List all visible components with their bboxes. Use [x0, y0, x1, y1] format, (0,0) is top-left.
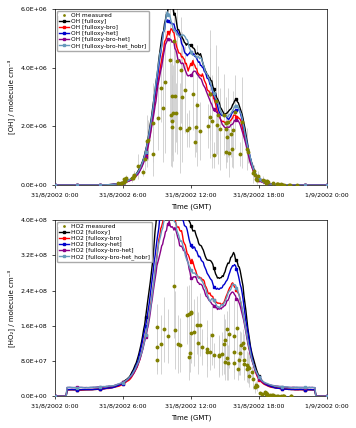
Y-axis label: [OH] / molecule cm⁻³: [OH] / molecule cm⁻³ — [7, 60, 15, 134]
Legend: OH measured, OH [fulloxy], OH [fulloxy-bro], OH [fulloxy-het], OH [fulloxy-bro-h: OH measured, OH [fulloxy], OH [fulloxy-b… — [57, 11, 149, 51]
Y-axis label: [HO₂] / molecule cm⁻³: [HO₂] / molecule cm⁻³ — [7, 270, 15, 347]
Legend: HO2 measured, HO2 [fulloxy], HO2 [fulloxy-bro], HO2 [fulloxy-het], HO2 [fulloxy-: HO2 measured, HO2 [fulloxy], HO2 [fullox… — [57, 222, 152, 262]
X-axis label: Time (GMT): Time (GMT) — [171, 203, 211, 210]
X-axis label: Time (GMT): Time (GMT) — [171, 415, 211, 421]
